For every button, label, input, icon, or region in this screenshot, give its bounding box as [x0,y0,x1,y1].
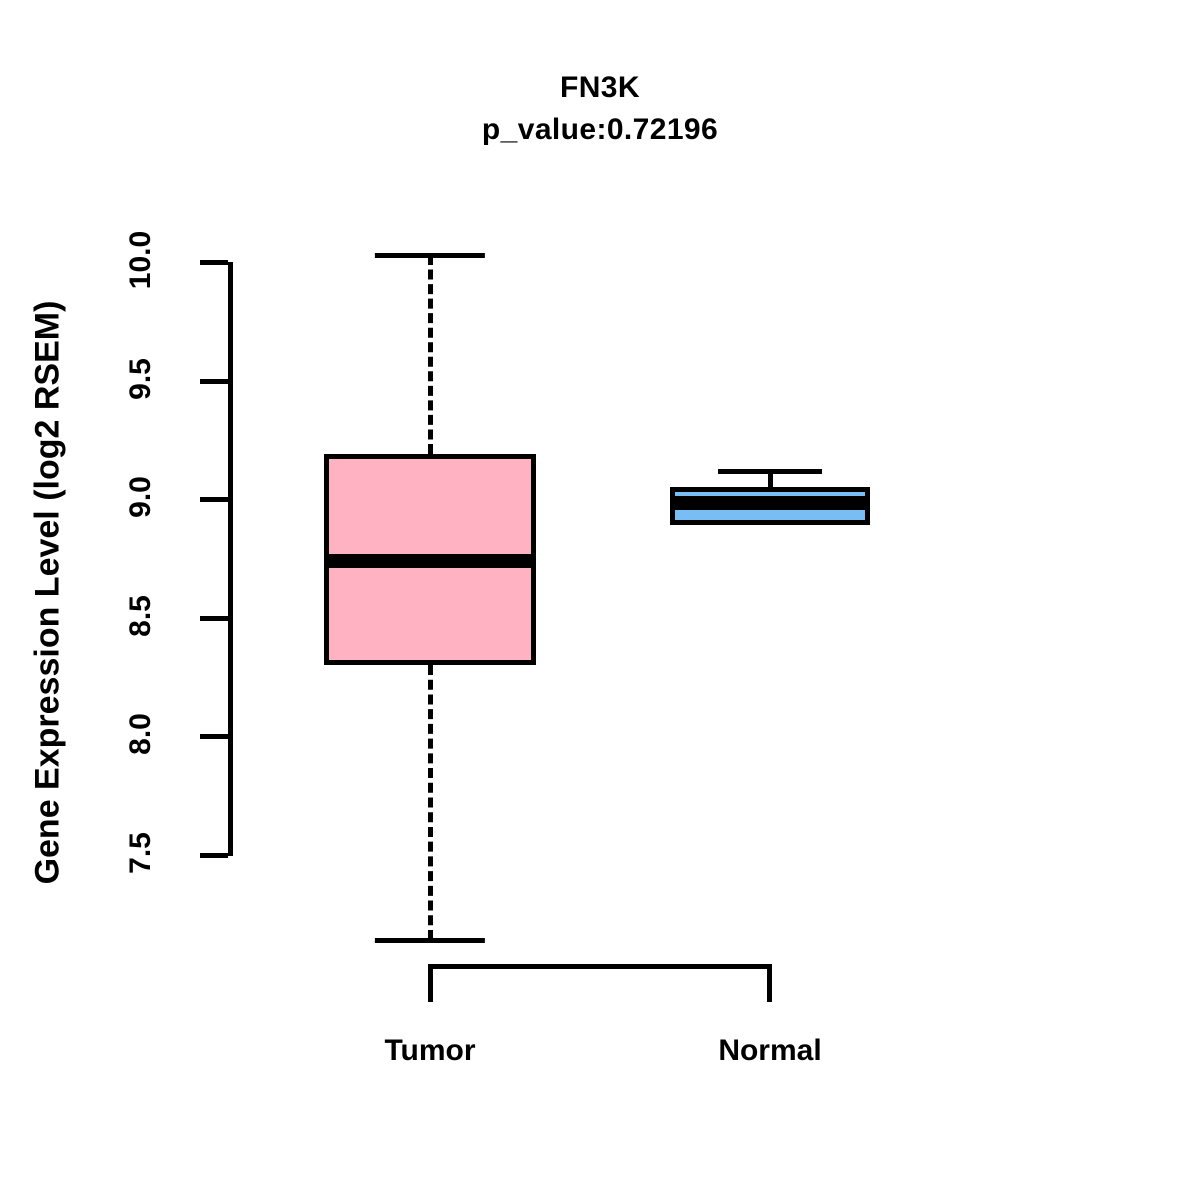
x-axis-line [428,964,772,969]
y-axis-tick [200,734,228,740]
chart-title-block: FN3K p_value:0.72196 [0,68,1200,152]
y-axis-tick-label: 9.5 [124,357,157,400]
y-axis-tick [200,378,228,384]
median-line [670,495,870,510]
whisker-upper-stem [768,470,773,488]
y-axis-tick-label: 8.5 [124,594,157,637]
y-axis-tick-label: 9.0 [124,476,157,519]
whisker-upper-cap [374,252,486,258]
whisker-lower-cap [374,938,486,944]
whisker-lower-stem [428,665,433,941]
y-axis-tick [200,260,228,265]
y-axis-tick-label: 10.0 [124,230,157,290]
y-axis-tick [200,615,228,621]
whisker-upper-cap [718,468,822,474]
median-line [324,553,536,568]
y-axis-label: Gene Expression Level (log2 RSEM) [28,300,67,885]
x-axis-label-tumor: Tumor [384,1034,476,1067]
whisker-upper-stem [428,254,433,455]
x-axis-label-normal: Normal [718,1034,822,1067]
y-axis-line [228,262,233,856]
x-axis-tick-normal [767,964,772,1002]
chart-title: FN3K [560,71,640,104]
y-axis-tick [200,853,228,858]
y-axis-tick-label: 8.0 [124,713,157,756]
chart-subtitle-pvalue: p_value:0.72196 [481,113,719,146]
y-axis-tick [200,497,228,503]
x-axis-tick-tumor [428,964,433,1002]
y-axis-tick-label: 7.5 [124,832,157,874]
